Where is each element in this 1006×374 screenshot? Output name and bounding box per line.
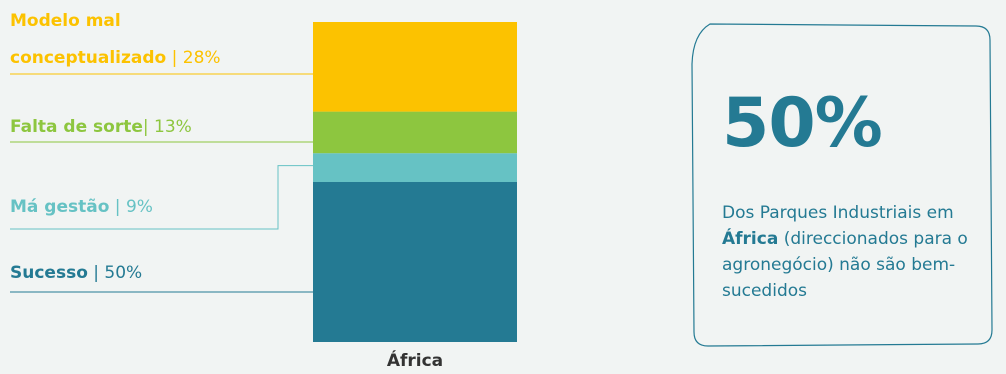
- label-pct-1: | 13%: [143, 117, 192, 137]
- label-name-1-0: Falta de sorte| 13%: [10, 117, 192, 137]
- callout-desc-bold: África: [722, 229, 779, 249]
- bar-segment-modelo-mal-conceptualizado: [313, 22, 517, 112]
- callout-desc-end: (direccionados para o agronegócio) não s…: [722, 229, 968, 301]
- label-name-3-0: Sucesso | 50%: [10, 263, 142, 283]
- highlight-callout: 50% Dos Parques Industriais em África (d…: [690, 22, 994, 348]
- bar-segment-m-gest-o: [313, 153, 517, 182]
- callout-desc-start: Dos Parques Industriais em: [722, 203, 954, 223]
- bar-segment-sucesso: [313, 182, 517, 342]
- label-name-0-0: Modelo mal: [10, 11, 121, 31]
- category-label: África: [387, 349, 443, 371]
- label-name-0-1: conceptualizado | 28%: [10, 48, 221, 68]
- callout-percentage: 50%: [722, 84, 883, 163]
- label-pct-2: | 9%: [109, 197, 153, 217]
- bar-segment-falta-de-sorte: [313, 111, 517, 154]
- leader-line-2: [10, 165, 313, 230]
- label-pct-3: | 50%: [88, 263, 142, 283]
- callout-description: Dos Parques Industriais em África (direc…: [722, 200, 984, 304]
- label-pct-0: | 28%: [166, 48, 220, 68]
- label-name-2-0: Má gestão | 9%: [10, 197, 153, 217]
- callout-frame: [691, 23, 993, 347]
- stacked-bar-chart: Modelo mal conceptualizado | 28% Falta de …: [10, 11, 517, 371]
